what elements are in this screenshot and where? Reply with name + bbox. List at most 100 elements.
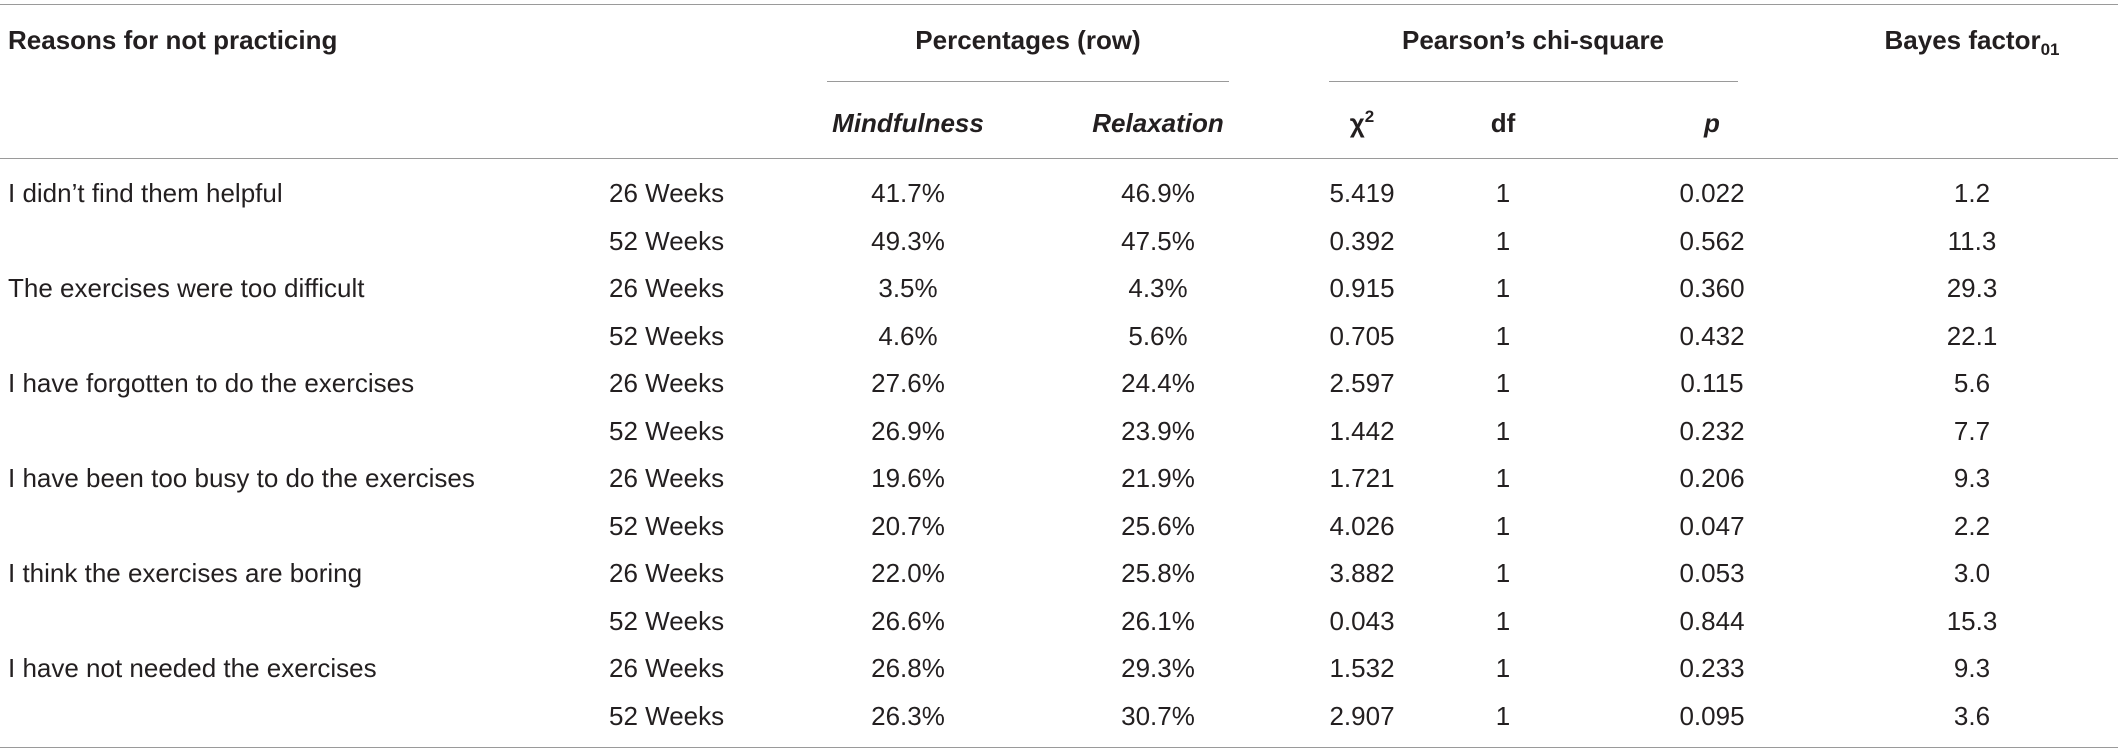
data-cell: 25.8% xyxy=(1121,558,1195,588)
data-cell: 0.022 xyxy=(1679,178,1745,208)
data-cell: 0.915 xyxy=(1329,273,1395,303)
week-cell: 52 Weeks xyxy=(609,510,725,541)
data-cell: 0.844 xyxy=(1679,605,1745,636)
week-cell: 52 Weeks xyxy=(609,225,725,256)
data-cell: 1 xyxy=(1495,700,1511,731)
data-cell: 4.6% xyxy=(878,320,938,351)
data-cell: 11.3 xyxy=(1947,225,1997,256)
data-cell: 5.6 xyxy=(1953,368,1991,398)
data-cell: 9.3 xyxy=(1953,653,1991,683)
header-text: Bayes factor xyxy=(1884,25,2041,55)
data-cell: 1.721 xyxy=(1329,463,1395,493)
data-cell: 4.026 xyxy=(1329,510,1395,541)
header-cell: Percentages (row) xyxy=(915,25,1141,55)
subheader-cell: df xyxy=(1490,108,1516,138)
data-cell: 19.6% xyxy=(871,463,945,493)
week-cell: 26 Weeks xyxy=(609,273,725,303)
data-cell: 46.9% xyxy=(1121,178,1195,208)
header-subscript: 01 xyxy=(2040,40,2060,59)
data-cell: 1 xyxy=(1495,273,1511,303)
week-cell: 52 Weeks xyxy=(609,415,725,446)
data-cell: 0.432 xyxy=(1679,320,1745,351)
row-label: I have been too busy to do the exercises xyxy=(8,463,475,493)
data-cell: 0.562 xyxy=(1679,225,1745,256)
data-cell: 1 xyxy=(1495,368,1511,398)
data-cell: 26.6% xyxy=(871,605,945,636)
data-cell: 3.5% xyxy=(878,273,938,303)
week-cell: 26 Weeks xyxy=(609,463,725,493)
row-label: I think the exercises are boring xyxy=(8,558,363,588)
data-cell: 0.043 xyxy=(1329,605,1395,636)
data-cell: 20.7% xyxy=(871,510,945,541)
data-cell: 1 xyxy=(1495,653,1511,683)
row-label: I didn’t find them helpful xyxy=(8,178,283,208)
data-cell: 22.0% xyxy=(871,558,945,588)
data-cell: 1.532 xyxy=(1329,653,1395,683)
data-cell: 25.6% xyxy=(1121,510,1195,541)
week-cell: 26 Weeks xyxy=(609,178,725,208)
data-cell: 0.360 xyxy=(1679,273,1745,303)
week-cell: 52 Weeks xyxy=(609,605,725,636)
data-cell: 49.3% xyxy=(871,225,945,256)
data-cell: 1 xyxy=(1495,225,1511,256)
data-cell: 1 xyxy=(1495,463,1511,493)
data-cell: 1 xyxy=(1495,178,1511,208)
row-label: I have not needed the exercises xyxy=(8,653,377,683)
data-cell: 26.3% xyxy=(871,700,945,731)
data-cell: 29.3 xyxy=(1946,273,1998,303)
week-cell: 52 Weeks xyxy=(609,700,725,731)
week-cell: 26 Weeks xyxy=(609,558,725,588)
data-cell: 1 xyxy=(1495,558,1511,588)
subheader-superscript: 2 xyxy=(1364,107,1375,126)
data-cell: 21.9% xyxy=(1121,463,1195,493)
data-cell: 3.882 xyxy=(1329,558,1395,588)
data-cell: 1 xyxy=(1495,605,1511,636)
data-cell: 0.053 xyxy=(1679,558,1745,588)
week-cell: 52 Weeks xyxy=(609,320,725,351)
header-cell: Pearson’s chi-square xyxy=(1401,25,1665,55)
data-cell: 22.1 xyxy=(1946,320,1998,351)
data-cell: 2.597 xyxy=(1329,368,1395,398)
data-cell: 26.8% xyxy=(871,653,945,683)
data-cell: 5.419 xyxy=(1329,178,1395,208)
data-cell: 1 xyxy=(1495,320,1511,351)
data-cell: 1.442 xyxy=(1329,415,1395,446)
data-cell: 0.232 xyxy=(1679,415,1745,446)
data-cell: 0.705 xyxy=(1329,320,1395,351)
data-cell: 3.6 xyxy=(1953,700,1991,731)
week-cell: 26 Weeks xyxy=(609,653,725,683)
data-cell: 27.6% xyxy=(871,368,945,398)
rule xyxy=(827,81,1229,82)
header-cell: Reasons for not practicing xyxy=(8,25,338,55)
data-cell: 47.5% xyxy=(1121,225,1195,256)
data-cell: 0.115 xyxy=(1680,368,1744,398)
subheader-cell: χ2 xyxy=(1350,108,1374,138)
data-cell: 5.6% xyxy=(1128,320,1188,351)
header-cell: Bayes factor01 xyxy=(1884,25,2060,58)
data-cell: 9.3 xyxy=(1953,463,1991,493)
rule xyxy=(0,4,2118,5)
data-cell: 2.907 xyxy=(1329,700,1395,731)
data-cell: 26.9% xyxy=(871,415,945,446)
rule xyxy=(0,747,2118,748)
data-cell: 1.2 xyxy=(1953,178,1991,208)
data-cell: 29.3% xyxy=(1121,653,1195,683)
subheader-text: χ xyxy=(1349,108,1365,138)
data-cell: 0.392 xyxy=(1329,225,1395,256)
subheader-cell: Mindfulness xyxy=(832,108,984,138)
rule xyxy=(1329,81,1738,82)
data-cell: 0.047 xyxy=(1679,510,1745,541)
data-cell: 4.3% xyxy=(1128,273,1188,303)
data-cell: 0.095 xyxy=(1679,700,1745,731)
data-cell: 1 xyxy=(1495,510,1511,541)
data-cell: 23.9% xyxy=(1121,415,1195,446)
data-cell: 41.7% xyxy=(871,178,945,208)
subheader-cell: Relaxation xyxy=(1092,108,1224,138)
data-cell: 0.233 xyxy=(1679,653,1745,683)
data-cell: 15.3 xyxy=(1946,605,1998,636)
row-label: The exercises were too difficult xyxy=(8,273,365,303)
data-cell: 7.7 xyxy=(1953,415,1991,446)
week-cell: 26 Weeks xyxy=(609,368,725,398)
data-cell: 3.0 xyxy=(1953,558,1991,588)
